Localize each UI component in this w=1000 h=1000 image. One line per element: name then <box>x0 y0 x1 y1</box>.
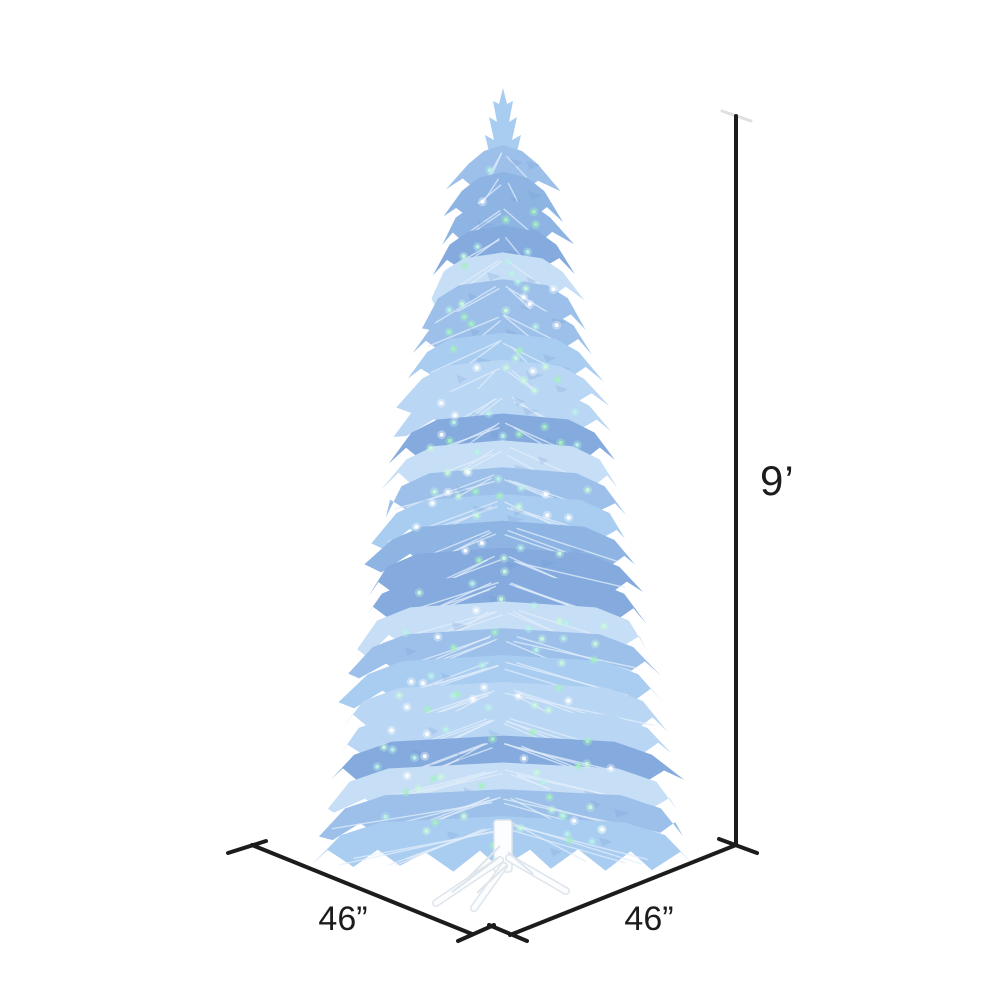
depth-dimension-line <box>508 843 738 937</box>
width-near-tick <box>456 923 496 943</box>
depth-label: 46” <box>624 900 674 938</box>
tree-stand <box>432 819 570 912</box>
width-label: 46” <box>318 900 368 938</box>
dimension-lines <box>226 109 759 943</box>
depth-near-tick <box>487 923 529 943</box>
width-far-tick <box>226 839 268 855</box>
height-bottom-tick <box>717 837 759 855</box>
tree-illustration <box>311 88 695 872</box>
width-dimension-line <box>250 843 474 936</box>
height-label: 9’ <box>760 457 795 504</box>
